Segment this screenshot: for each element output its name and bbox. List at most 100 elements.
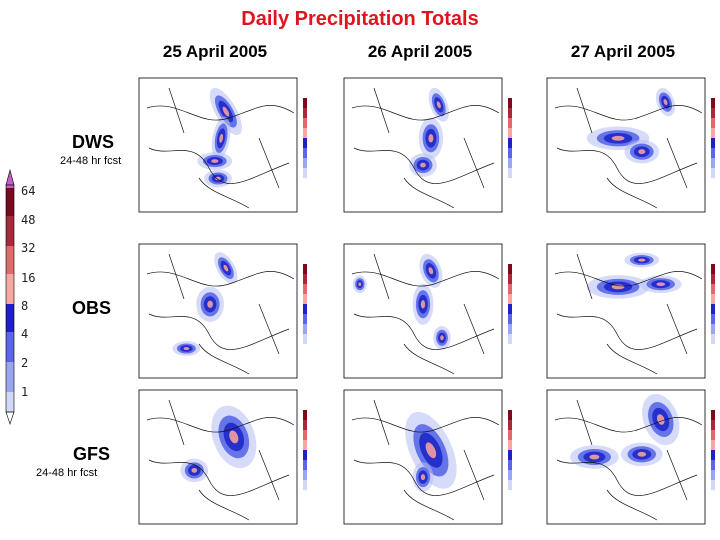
panel-scale-swatch bbox=[303, 138, 307, 148]
precip-contour bbox=[611, 284, 625, 290]
panel-scale-swatch bbox=[711, 410, 715, 420]
panel-scale-swatch bbox=[508, 420, 512, 430]
panel-color-scale bbox=[711, 98, 715, 178]
precip-contour bbox=[191, 467, 198, 473]
panel-scale-swatch bbox=[711, 420, 715, 430]
panel-color-scale bbox=[508, 98, 512, 178]
scale-swatch-8 bbox=[6, 392, 14, 412]
scale-swatch-2 bbox=[6, 216, 14, 246]
scale-frame bbox=[5, 184, 15, 413]
map-borders bbox=[554, 87, 703, 209]
panel-scale-swatch bbox=[303, 264, 307, 274]
panel-scale-swatch bbox=[711, 284, 715, 294]
panel-scale-swatch bbox=[711, 138, 715, 148]
precip-map bbox=[343, 243, 512, 379]
precip-contour bbox=[638, 258, 646, 262]
scale-swatch-7 bbox=[6, 362, 14, 392]
map-panel bbox=[125, 238, 321, 390]
panel-scale-swatch bbox=[303, 450, 307, 460]
precip-contour bbox=[589, 454, 600, 460]
panel-scale-swatch bbox=[508, 324, 512, 334]
panel-scale-swatch bbox=[508, 314, 512, 324]
panel-scale-swatch bbox=[508, 304, 512, 314]
panel-scale-swatch bbox=[711, 440, 715, 450]
map-frame bbox=[546, 243, 706, 379]
map-panel bbox=[533, 238, 720, 390]
panel-scale-swatch bbox=[303, 294, 307, 304]
row-label-obs: OBS bbox=[72, 298, 112, 318]
panel-scale-swatch bbox=[711, 128, 715, 138]
scale-label-16: 16 bbox=[21, 271, 35, 285]
panel-scale-swatch bbox=[303, 410, 307, 420]
scale-arrow-bottom bbox=[5, 411, 15, 425]
panel-scale-swatch bbox=[711, 470, 715, 480]
scale-swatch-6 bbox=[6, 332, 14, 362]
panel-scale-swatch bbox=[508, 118, 512, 128]
precip-contour bbox=[229, 430, 239, 444]
precip-contour bbox=[219, 133, 224, 143]
panel-scale-swatch bbox=[508, 460, 512, 470]
panel-scale-swatch bbox=[303, 158, 307, 168]
scale-arrow-top bbox=[5, 168, 15, 186]
panel-scale-swatch bbox=[303, 98, 307, 108]
map-borders bbox=[146, 399, 295, 521]
map-panel bbox=[330, 384, 526, 536]
scale-swatch-3 bbox=[6, 246, 14, 274]
precip-field bbox=[409, 87, 449, 177]
row-label-gfs: GFS bbox=[73, 444, 111, 464]
map-panel bbox=[533, 384, 720, 536]
panel-color-scale bbox=[508, 264, 512, 344]
map-borders bbox=[146, 253, 295, 375]
precip-contour bbox=[183, 347, 190, 351]
panel-scale-swatch bbox=[303, 440, 307, 450]
precip-contour bbox=[611, 135, 625, 141]
panel-scale-swatch bbox=[508, 294, 512, 304]
panel-color-scale bbox=[303, 264, 307, 344]
precip-map bbox=[343, 77, 512, 213]
panel-scale-swatch bbox=[303, 304, 307, 314]
precip-map bbox=[546, 243, 715, 379]
panel-scale-swatch bbox=[303, 420, 307, 430]
panel-scale-swatch bbox=[303, 168, 307, 178]
scale-label-4: 4 bbox=[21, 327, 28, 341]
precip-contour bbox=[436, 101, 441, 109]
map-panel bbox=[125, 72, 321, 224]
panel-scale-swatch bbox=[303, 148, 307, 158]
panel-scale-swatch bbox=[508, 168, 512, 178]
panel-scale-swatch bbox=[508, 98, 512, 108]
panel-scale-swatch bbox=[508, 158, 512, 168]
panel-scale-swatch bbox=[508, 148, 512, 158]
panel-scale-swatch bbox=[711, 264, 715, 274]
panel-scale-swatch bbox=[303, 118, 307, 128]
map-panel bbox=[330, 72, 526, 224]
panel-scale-swatch bbox=[711, 480, 715, 490]
panel-scale-swatch bbox=[711, 304, 715, 314]
panel-scale-swatch bbox=[508, 274, 512, 284]
panel-scale-swatch bbox=[508, 284, 512, 294]
panel-scale-swatch bbox=[711, 450, 715, 460]
scale-label-32: 32 bbox=[21, 241, 35, 255]
panel-scale-swatch bbox=[508, 108, 512, 118]
scale-label-1: 1 bbox=[21, 385, 28, 399]
precip-contour bbox=[440, 335, 444, 341]
map-panel bbox=[125, 384, 321, 536]
panel-scale-swatch bbox=[711, 98, 715, 108]
scale-swatch-4 bbox=[6, 274, 14, 304]
row-label-dws: DWS bbox=[72, 132, 114, 152]
precip-field bbox=[180, 405, 257, 483]
scale-label-2: 2 bbox=[21, 356, 28, 370]
panel-scale-swatch bbox=[711, 118, 715, 128]
precip-contour bbox=[656, 282, 666, 287]
panel-scale-swatch bbox=[303, 324, 307, 334]
panel-scale-swatch bbox=[711, 148, 715, 158]
precip-contour bbox=[638, 149, 646, 155]
color-scale: 64 48 32 16 8 4 2 1 bbox=[5, 168, 35, 425]
color-scale-bar bbox=[5, 168, 15, 425]
panel-scale-swatch bbox=[303, 470, 307, 480]
panel-scale-swatch bbox=[508, 128, 512, 138]
scale-swatch-5 bbox=[6, 304, 14, 332]
panel-scale-swatch bbox=[711, 158, 715, 168]
panel-scale-swatch bbox=[508, 450, 512, 460]
map-borders bbox=[351, 253, 500, 375]
panel-scale-swatch bbox=[303, 108, 307, 118]
